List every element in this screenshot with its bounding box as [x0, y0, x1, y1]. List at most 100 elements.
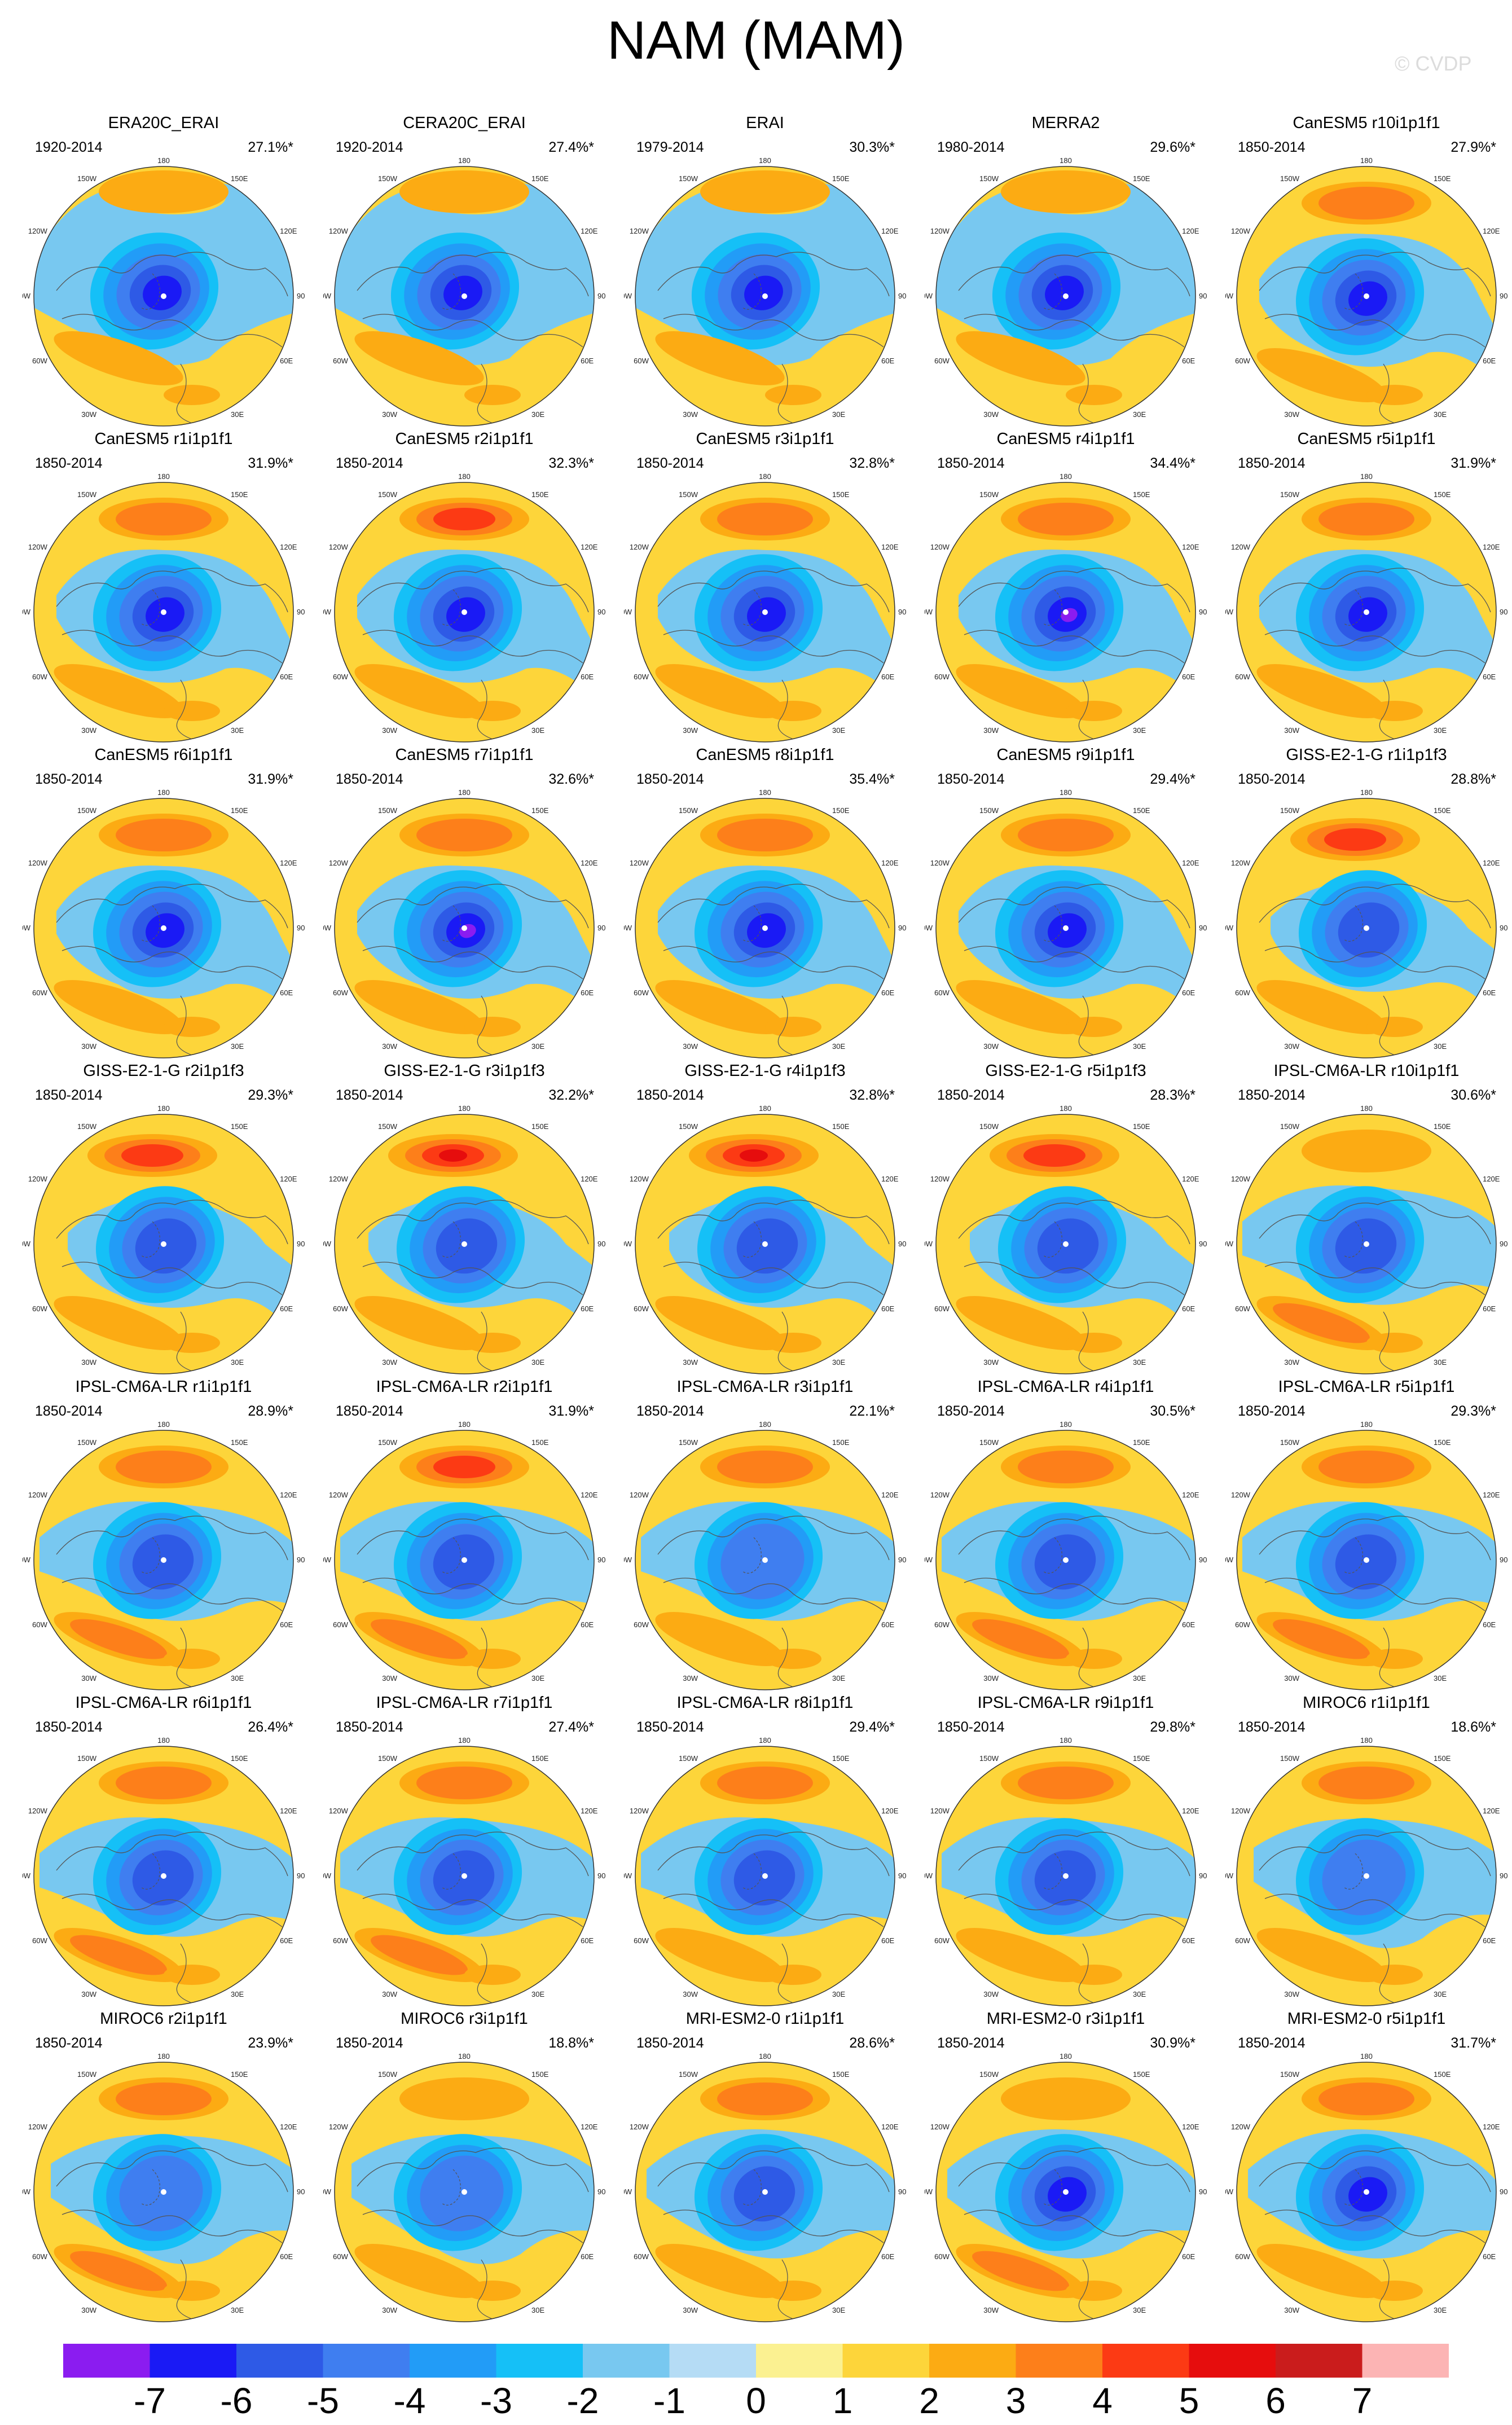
- longitude-label: 30W: [382, 1990, 397, 1998]
- longitude-label: 90W: [925, 292, 933, 300]
- zero-contour: [1343, 589, 1363, 626]
- longitude-label: 30W: [1284, 2306, 1299, 2314]
- pos-contour: [1273, 1303, 1370, 1343]
- polar-map: 180 0 90W 90E 120W 150W 150E 120E 60W 30W 60E 30E: [624, 2052, 906, 2325]
- panel-variance-explained: 28.6%*: [849, 2035, 895, 2051]
- longitude-label: 150W: [378, 2070, 398, 2079]
- longitude-label: 30E: [531, 1674, 544, 1682]
- coastline: [1078, 2259, 1095, 2319]
- longitude-label: 30E: [531, 726, 544, 735]
- longitude-label: 30W: [382, 1042, 397, 1051]
- colorbar-segment: [1189, 2344, 1276, 2378]
- longitude-label: 90E: [1199, 1240, 1207, 1248]
- pos-contour: [164, 1017, 220, 1037]
- zero-contour: [140, 905, 160, 942]
- longitude-label: 30E: [832, 410, 845, 419]
- longitude-label: 90E: [297, 1556, 305, 1564]
- longitude-label: 150W: [77, 1754, 97, 1763]
- longitude-label: 60E: [881, 357, 894, 365]
- map-panel: 180 0 90W 90E 120W 150W 150E 120E 60W 30W 60E 30E IP…: [323, 1377, 605, 1693]
- longitude-label: 90W: [624, 2187, 632, 2196]
- longitude-label: 150W: [979, 1122, 999, 1131]
- panel-period: 1850-2014: [636, 1087, 704, 1103]
- coastline: [663, 1894, 884, 1927]
- coastline: [357, 1200, 589, 1245]
- polar-map: 180 0 90W 90E 120W 150W 150E 120E 60W 30W 60E 30E: [1225, 788, 1507, 1061]
- longitude-label: 180: [458, 1420, 471, 1429]
- longitude-label: 30E: [832, 1674, 845, 1682]
- pole-marker: [461, 1241, 467, 1247]
- polar-map: 180 0 90W 90E 120W 150W 150E 120E 60W 30W 60E 30E: [323, 1736, 605, 2009]
- longitude-label: 90E: [1500, 1872, 1507, 1880]
- longitude-label: 150E: [1434, 490, 1451, 499]
- longitude-label: 150E: [531, 174, 549, 183]
- longitude-label: 120W: [329, 2123, 349, 2131]
- longitude-label: 60E: [1483, 1304, 1496, 1313]
- longitude-label: 90E: [597, 292, 605, 300]
- coastline: [477, 1943, 493, 2004]
- longitude-label: 150E: [1434, 1438, 1451, 1447]
- longitude-label: 180: [1060, 472, 1072, 481]
- zero-contour: [1043, 1221, 1062, 1258]
- pos-contour: [1318, 1767, 1414, 1799]
- longitude-label: 150E: [531, 490, 549, 499]
- panel-variance-explained: 27.4%*: [548, 1719, 594, 1735]
- map-panel: 180 0 90W 90E 120W 150W 150E 120E 60W 30W 60E 30E GI…: [1225, 745, 1507, 1061]
- longitude-label: 120W: [930, 543, 950, 551]
- longitude-label: 60W: [32, 2252, 47, 2261]
- panel-variance-explained: 35.4%*: [849, 771, 895, 787]
- pos-contour: [1366, 1333, 1423, 1353]
- longitude-label: 30E: [1133, 1990, 1146, 1998]
- polar-map: 180 0 90W 90E 120W 150W 150E 120E 60W 30W 60E 30E: [23, 472, 305, 745]
- longitude-label: 30E: [1434, 1042, 1447, 1051]
- coastline: [362, 630, 583, 664]
- panel-title: CanESM5 r2i1p1f1: [395, 430, 534, 448]
- map-panel: 180 0 90W 90E 120W 150W 150E 120E 60W 30W 60E 30E Ca…: [1225, 113, 1507, 429]
- map-panel: 180 0 90W 90E 120W 150W 150E 120E 60W 30W 60E 30E IP…: [624, 1693, 906, 2009]
- zero-contour: [441, 1853, 461, 1890]
- longitude-label: 150W: [679, 806, 698, 815]
- map-panel: 180 0 90W 90E 120W 150W 150E 120E 60W 30W 60E 30E MR…: [925, 2009, 1207, 2325]
- longitude-label: 120W: [28, 859, 48, 867]
- longitude-label: 90E: [597, 1872, 605, 1880]
- panel-variance-explained: 30.9%*: [1150, 2035, 1195, 2051]
- colorbar-segment: [756, 2344, 843, 2378]
- polar-map: 180 0 90W 90E 120W 150W 150E 120E 60W 30W 60E 30E: [1225, 156, 1507, 429]
- pos-contour: [1018, 1451, 1114, 1483]
- longitude-label: 150E: [231, 806, 248, 815]
- longitude-label: 120E: [1182, 543, 1199, 551]
- longitude-label: 150W: [679, 1438, 698, 1447]
- longitude-label: 150W: [1280, 1754, 1300, 1763]
- longitude-label: 60W: [1235, 357, 1250, 365]
- map-border: [935, 798, 1196, 1058]
- longitude-label: 150W: [1280, 1122, 1300, 1131]
- polar-map: 180 0 90W 90E 120W 150W 150E 120E 60W 30W 60E 30E: [323, 1104, 605, 1377]
- longitude-label: 60W: [333, 989, 348, 997]
- longitude-label: 30W: [983, 726, 999, 735]
- pole-marker: [1063, 1241, 1069, 1247]
- coastline: [61, 1578, 283, 1611]
- neg-contour: [736, 1218, 798, 1274]
- map-panel: 180 0 90W 90E 120W 150W 150E 120E 60W 30W 60E 30E ER…: [624, 113, 906, 429]
- longitude-label: 60E: [1182, 1936, 1195, 1945]
- longitude-label: 180: [759, 1104, 771, 1113]
- longitude-label: 120E: [280, 2123, 297, 2131]
- longitude-label: 120E: [1182, 1491, 1199, 1499]
- longitude-label: 180: [1360, 1736, 1373, 1745]
- map-border: [635, 1114, 895, 1374]
- longitude-label: 180: [1360, 472, 1373, 481]
- coastline: [1259, 1200, 1491, 1245]
- longitude-label: 60W: [333, 673, 348, 681]
- longitude-label: 150W: [679, 490, 698, 499]
- coastline: [362, 1262, 583, 1295]
- polar-map: 180 0 90W 90E 120W 150W 150E 120E 60W 30W 60E 30E: [1225, 472, 1507, 745]
- longitude-label: 30W: [683, 1990, 698, 1998]
- coastline: [1379, 2259, 1395, 2319]
- pos-contour: [54, 1296, 183, 1350]
- longitude-label: 120W: [630, 1807, 649, 1815]
- coastline: [1379, 679, 1395, 740]
- coastline: [663, 946, 884, 979]
- colorbar-segment: [1362, 2344, 1449, 2378]
- longitude-label: 90W: [1225, 292, 1234, 300]
- longitude-label: 60E: [881, 673, 894, 681]
